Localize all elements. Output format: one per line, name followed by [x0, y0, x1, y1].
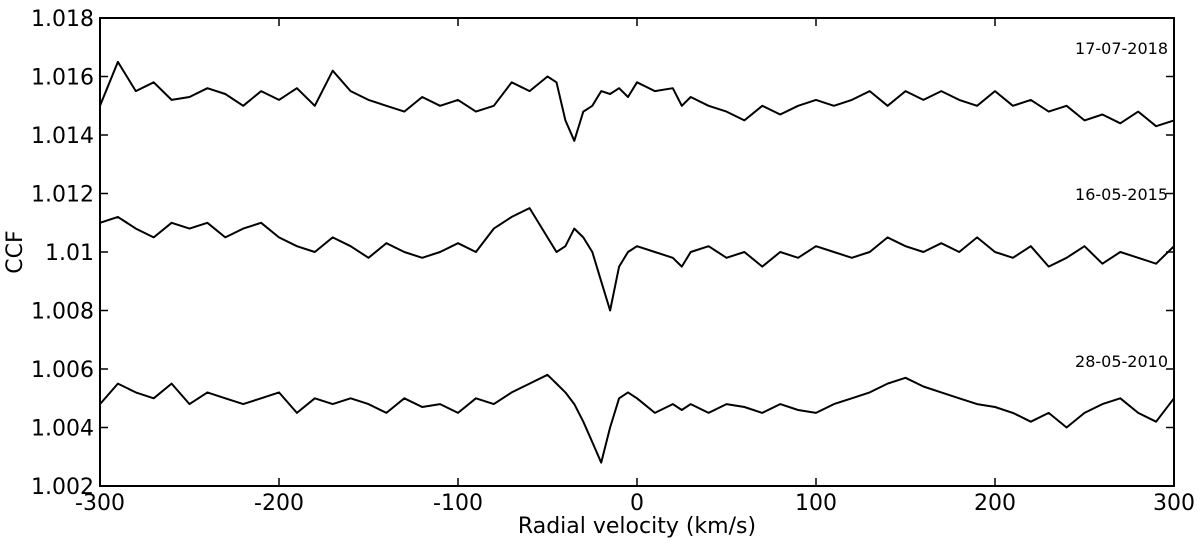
y-tick-label-0: 1.002 [31, 475, 94, 500]
series-label-1: 16-05-2015 [1075, 185, 1168, 204]
y-tick-label-4: 1.01 [45, 241, 94, 266]
y-tick-label-2: 1.006 [31, 358, 94, 383]
x-tick-label-4: 100 [795, 491, 837, 516]
series-layer [99, 60, 1175, 464]
x-tick-label-3: 0 [630, 491, 644, 516]
x-tick-label-1: -200 [254, 491, 304, 516]
series-line-0 [99, 60, 1175, 142]
y-axis: 1.002 1.004 1.006 1.008 1.01 1.012 1.014 1.016 1… [31, 7, 1174, 500]
x-axis-label: Radial velocity (km/s) [518, 514, 756, 539]
series-label-0: 17-07-2018 [1075, 39, 1168, 58]
y-axis-label: CCF [3, 230, 28, 273]
x-tick-label-5: 200 [974, 491, 1016, 516]
series-line-2 [99, 373, 1175, 464]
x-tick-label-6: 300 [1153, 491, 1195, 516]
x-axis: -300 -200 -100 0 100 200 300 [75, 18, 1195, 516]
y-tick-label-7: 1.016 [31, 66, 94, 91]
y-tick-label-6: 1.014 [31, 124, 94, 149]
series-label-2: 28-05-2010 [1075, 352, 1168, 371]
x-tick-label-0: -300 [75, 491, 125, 516]
y-tick-label-1: 1.004 [31, 417, 94, 442]
series-line-1 [99, 207, 1175, 312]
y-tick-label-8: 1.018 [31, 7, 94, 32]
x-tick-label-2: -100 [433, 491, 483, 516]
y-tick-label-5: 1.012 [31, 183, 94, 208]
plot-frame [99, 17, 1175, 487]
y-tick-label-3: 1.008 [31, 300, 94, 325]
series-labels: 17-07-2018 16-05-2015 28-05-2010 [1075, 39, 1168, 371]
